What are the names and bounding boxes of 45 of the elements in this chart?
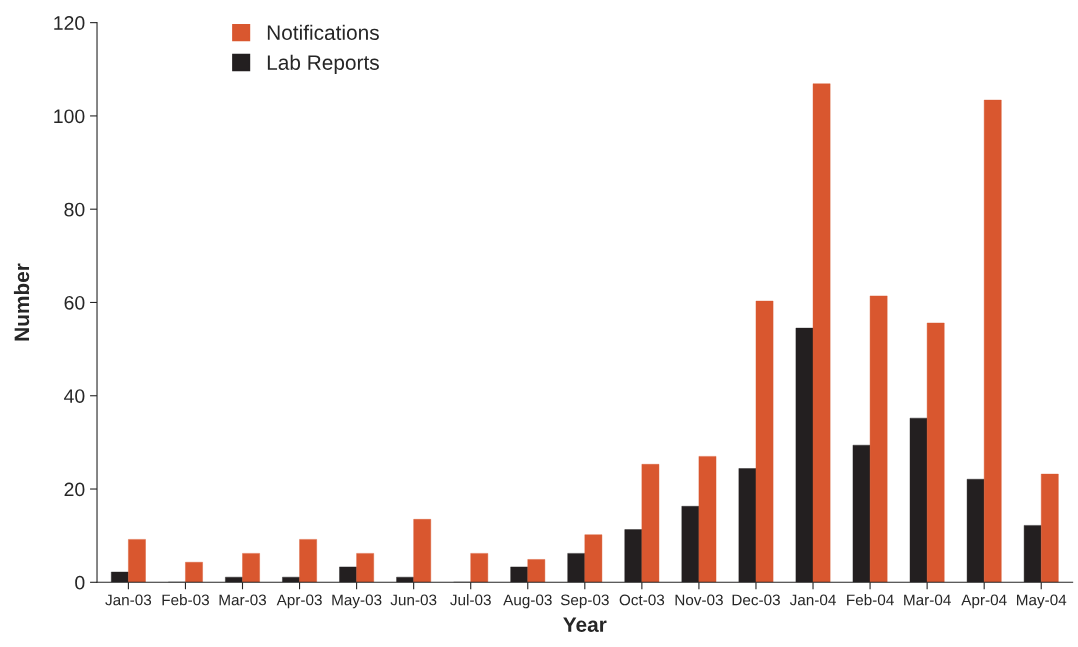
- bar: [926, 322, 945, 583]
- y-tick-label: 100: [54, 109, 85, 124]
- bar: [299, 539, 317, 583]
- bar: [869, 295, 888, 583]
- legend-label: Notifications: [267, 24, 379, 41]
- y-tick-label: 20: [64, 482, 85, 497]
- x-tick-label: Aug-03: [503, 594, 552, 609]
- bar: [356, 553, 374, 583]
- y-axis-title: Number: [13, 263, 30, 341]
- y-tick-label: 60: [64, 295, 85, 310]
- y-tick-label: 40: [64, 389, 85, 403]
- x-tick-label: May-03: [332, 594, 382, 609]
- x-tick-label: Dec-03: [732, 594, 780, 606]
- bar: [812, 83, 831, 583]
- x-tick-label: Apr-03: [276, 594, 322, 609]
- x-tick-label: May-04: [1017, 594, 1067, 609]
- bar: [698, 456, 717, 583]
- x-tick-label: Jul-03: [450, 594, 491, 606]
- x-tick-label: Jan-04: [789, 594, 836, 606]
- bar: [185, 562, 203, 583]
- x-tick-label: Jan-03: [105, 594, 152, 606]
- bar: [641, 464, 660, 583]
- y-tick-label: 0: [75, 575, 85, 590]
- x-tick-label: Mar-03: [219, 594, 267, 606]
- x-tick-label: Feb-04: [847, 594, 894, 606]
- bar: [1041, 473, 1059, 583]
- bar: [470, 553, 489, 583]
- bar: [527, 559, 546, 583]
- bar: [242, 553, 260, 583]
- x-tick-label: Mar-04: [904, 594, 951, 606]
- x-tick-label: Feb-03: [162, 594, 209, 606]
- x-tick-label: Sep-03: [560, 594, 609, 609]
- bar: [128, 539, 146, 583]
- bar: [413, 519, 431, 583]
- x-axis-title: Year: [563, 617, 607, 632]
- x-tick-label: Apr-04: [961, 594, 1007, 609]
- y-tick-label: 120: [54, 16, 85, 30]
- y-tick-label: 80: [64, 202, 85, 217]
- x-tick-label: Nov-03: [675, 594, 723, 606]
- bar: [755, 300, 774, 583]
- x-tick-label: Oct-03: [619, 594, 665, 606]
- bar: [584, 534, 603, 583]
- bar: [983, 99, 1002, 583]
- x-tick-label: Jun-03: [390, 594, 437, 606]
- legend-label: Lab Reports: [267, 54, 379, 75]
